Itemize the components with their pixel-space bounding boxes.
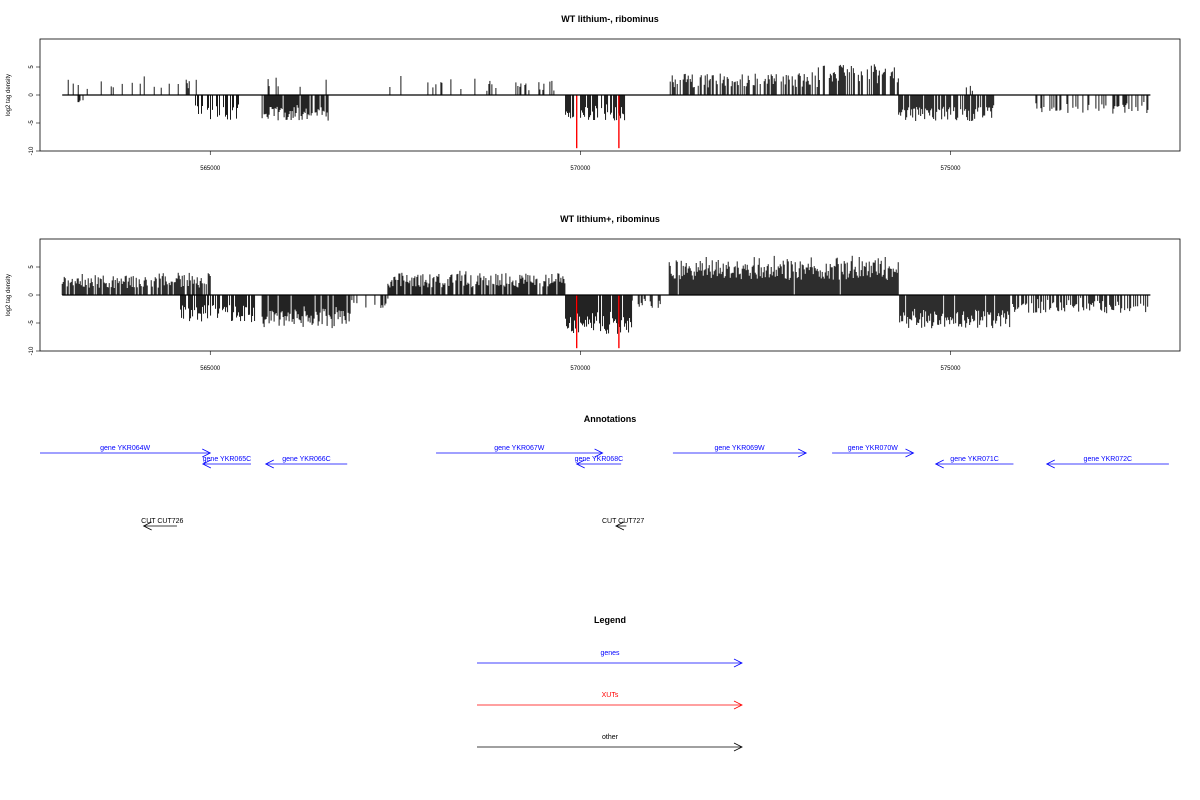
y-tick-label: 0 [29,93,35,97]
y-tick-label: -5 [29,320,35,326]
y-tick-label: 5 [29,65,35,69]
y-tick-label: 0 [29,293,35,297]
x-tick-label: 575000 [941,366,962,372]
legend-arrow-head [733,742,743,752]
panel-title: WT lithium+, ribominus [560,214,660,224]
other-arrow-head [142,521,152,531]
gene-arrow-head [934,459,944,469]
bars-group [67,64,1149,149]
panel-lithium-minus: WT lithium-, ribominus log2 tag density … [6,14,1181,172]
gene-label: gene YKR065C [203,456,252,463]
gene-arrow-head [264,459,274,469]
legend-label: XUTs [602,692,619,699]
y-axis-label: log2 tag density [6,274,12,316]
x-tick-label: 565000 [200,166,221,172]
annotation-items: gene YKR064W gene YKR065C gene YKR066C gene… [40,445,1169,531]
gene-label: gene YKR069W [715,445,765,452]
legend-arrow-head [733,700,743,710]
y-tick-label: 5 [29,265,35,269]
gene-arrow-head [575,459,585,469]
gene-arrow-head [905,448,915,458]
gene-arrow-head [202,448,212,458]
y-tick-label: -10 [29,346,35,355]
axes-group: -10 -5 0 5 565000 570000 575000 [29,65,1151,172]
x-tick-label: 565000 [200,366,221,372]
panel-lithium-plus: WT lithium+, ribominus log2 tag density … [6,214,1181,372]
y-tick-label: -5 [29,120,35,126]
y-axis-label: log2 tag density [6,74,12,116]
x-tick-label: 570000 [570,166,591,172]
gene-arrow-head [797,448,808,458]
x-tick-label: 570000 [570,366,591,372]
gene-label: gene YKR072C [1084,456,1133,463]
legend-title: Legend [594,615,626,625]
gene-label: gene YKR070W [848,445,898,452]
other-label: CUT CUT727 [602,518,644,525]
axes-group: -10 -5 0 5 565000 570000 575000 [29,265,1151,372]
x-tick-label: 575000 [941,166,962,172]
legend-items: genes XUTs other [477,650,743,752]
legend-label: genes [600,650,620,657]
gene-label: gene YKR066C [282,456,331,463]
gene-label: gene YKR064W [100,445,150,452]
annotations-title: Annotations [584,414,637,424]
gene-label: gene YKR068C [575,456,624,463]
gene-arrow-head [594,448,604,458]
other-label: CUT CUT726 [141,518,183,525]
legend-label: other [602,734,619,741]
y-tick-label: -10 [29,146,35,155]
gene-label: gene YKR071C [950,456,999,463]
legend-arrow-head [733,658,743,668]
legend-panel: Legend genes XUTs other [477,615,743,752]
bars-group [61,255,1149,349]
panel-title: WT lithium-, ribominus [561,14,659,24]
gene-arrow-head [1045,459,1055,469]
gene-arrow-head [201,459,212,469]
other-arrow-head [615,521,625,531]
gene-label: gene YKR067W [494,445,544,452]
